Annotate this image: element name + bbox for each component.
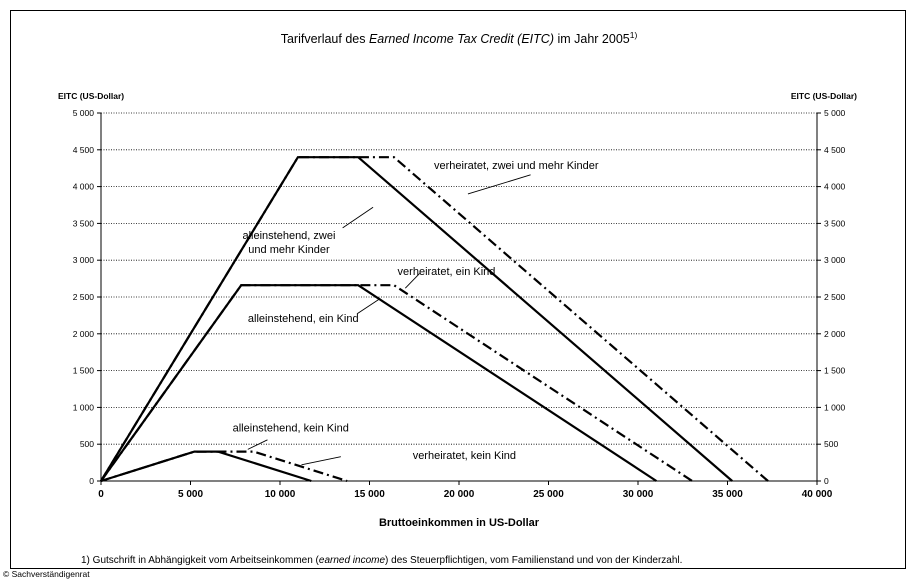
series-line-verheiratet-ein-kind [100,284,693,482]
y-tick-label-left: 0 [89,476,94,486]
footnote: 1) Gutschrift in Abhängigkeit vom Arbeit… [81,555,683,566]
series-annotation-label: verheiratet, ein Kind [398,266,496,278]
y-tick-label-left: 4 000 [73,182,95,192]
y-tick-label-right: 4 000 [824,182,846,192]
chart-title: Tarifverlauf des Earned Income Tax Credi… [281,30,638,46]
y-tick-label-right: 4 500 [824,145,846,155]
series-annotation-label: verheiratet, kein Kind [413,450,516,462]
x-axis-label: Bruttoeinkommen in US-Dollar [379,517,540,529]
y-tick-label-left: 2 000 [73,329,95,339]
y-tick-label-left: 3 500 [73,218,95,228]
y-tick-label-right: 500 [824,439,838,449]
y-tick-label-right: 1 000 [824,402,846,412]
annotation-leader-line [342,206,374,229]
series-line-alleinstehend-zwei-und-mehr-kinder [100,156,733,482]
annotation-leader-line [301,456,341,466]
y-tick-label-left: 5 000 [73,108,95,118]
x-tick-label: 10 000 [265,489,296,500]
x-tick-label: 0 [98,489,104,500]
y-axis-label-left: EITC (US-Dollar) [58,91,124,101]
series-annotation-label: alleinstehend, ein Kind [248,313,359,325]
series-annotation-label: alleinstehend, kein Kind [233,423,349,435]
series-line-alleinstehend-ein-kind [100,284,658,482]
series-line-verheiratet-zwei-und-mehr-kinder [100,156,769,482]
x-tick-label: 35 000 [712,489,743,500]
annotation-leader-line [356,298,381,315]
y-tick-label-right: 0 [824,476,829,486]
annotation-leader-line [404,273,420,289]
y-tick-label-left: 3 000 [73,255,95,265]
y-tick-label-left: 500 [80,439,94,449]
x-tick-label: 25 000 [533,489,564,500]
x-tick-label: 20 000 [444,489,475,500]
y-tick-label-right: 5 000 [824,108,846,118]
eitc-chart: Tarifverlauf des Earned Income Tax Credi… [58,30,857,529]
x-tick-label: 40 000 [802,489,833,500]
x-tick-label: 5 000 [178,489,203,500]
annotation-leader-line [247,439,268,450]
y-tick-label-left: 2 500 [73,292,95,302]
chart-frame: Tarifverlauf des Earned Income Tax Credi… [10,10,906,569]
series-line-verheiratet-kein-kind [100,450,348,483]
series-annotation-label: alleinstehend, zwei und mehr Kinder [242,230,335,256]
y-tick-label-right: 2 500 [824,292,846,302]
copyright-note: © Sachverständigenrat [3,569,90,579]
y-tick-label-left: 1 500 [73,366,95,376]
x-tick-label: 30 000 [623,489,654,500]
y-tick-label-right: 1 500 [824,366,846,376]
y-axis-label-right: EITC (US-Dollar) [791,91,857,101]
y-tick-label-left: 4 500 [73,145,95,155]
y-tick-label-right: 3 000 [824,255,846,265]
y-tick-label-right: 2 000 [824,329,846,339]
series-annotation-label: verheiratet, zwei und mehr Kinder [434,160,599,172]
series-line-alleinstehend-kein-kind [100,450,312,483]
y-tick-label-left: 1 000 [73,402,95,412]
annotation-leader-line [467,174,531,195]
y-tick-label-right: 3 500 [824,218,846,228]
x-tick-label: 15 000 [354,489,385,500]
